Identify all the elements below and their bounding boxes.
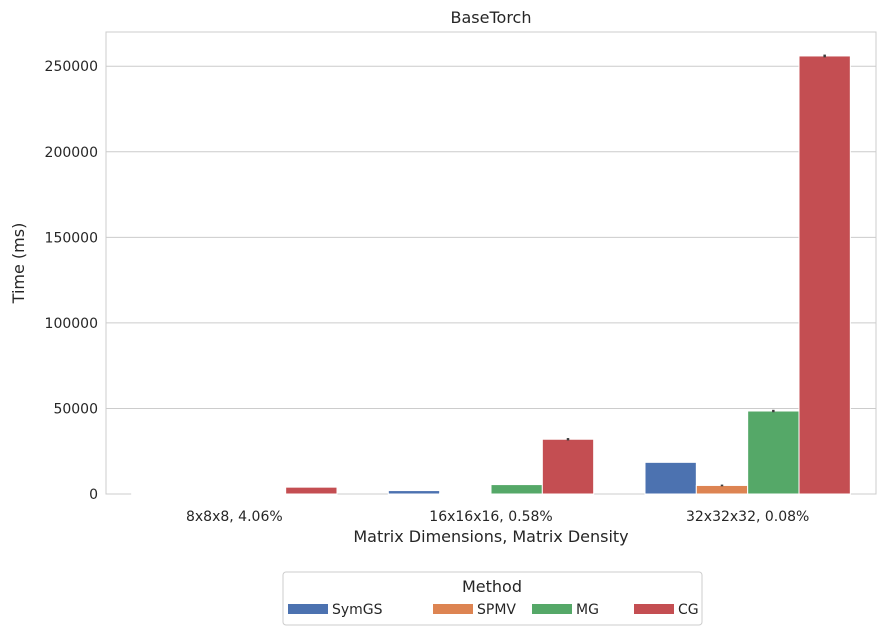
bar-symgs-1: [387, 490, 441, 495]
bar-spmv-1: [439, 492, 492, 495]
legend-swatch-spmv: [433, 604, 473, 614]
y-tick-label-200000: 200000: [45, 145, 98, 161]
y-tick-label-250000: 250000: [45, 59, 98, 75]
legend-label-cg: CG: [678, 602, 699, 618]
bar-mg-2: [747, 410, 800, 495]
bar-spmv-2: [695, 484, 749, 495]
bar-symgs-2: [644, 461, 697, 495]
bar-cg-1: [541, 438, 595, 495]
legend-label-spmv: SPMV: [477, 602, 516, 618]
x-axis-label: Matrix Dimensions, Matrix Density: [353, 527, 628, 546]
x-axis-ticks: 8x8x8, 4.06% 16x16x16, 0.58% 32x32x32, 0.0…: [186, 509, 809, 525]
legend-items: SymGS SPMV MG CG: [288, 602, 699, 618]
bar-cg-0: [285, 486, 338, 495]
legend-swatch-mg: [532, 604, 572, 614]
legend-label-mg: MG: [576, 602, 599, 618]
x-tick-label-2: 32x32x32, 0.08%: [686, 509, 809, 525]
y-tick-label-150000: 150000: [45, 230, 98, 246]
bars: [131, 54, 851, 495]
y-tick-label-50000: 50000: [53, 401, 98, 417]
y-tick-label-100000: 100000: [45, 316, 98, 332]
y-axis-ticks: 0 50000 100000 150000 200000 250000: [45, 59, 98, 503]
x-tick-label-1: 16x16x16, 0.58%: [429, 509, 552, 525]
y-tick-label-0: 0: [89, 487, 98, 503]
legend: Method SymGS SPMV MG CG: [282, 571, 703, 626]
legend-swatch-cg: [634, 604, 674, 614]
legend-title: Method: [462, 577, 522, 596]
legend-box: [282, 571, 703, 626]
x-tick-label-0: 8x8x8, 4.06%: [186, 509, 283, 525]
bar-mg-0: [233, 492, 287, 495]
y-axis-label: Time (ms): [9, 223, 28, 305]
bar-symgs-0: [131, 492, 184, 495]
chart-title: BaseTorch: [451, 8, 532, 27]
bar-mg-1: [490, 484, 543, 495]
legend-label-symgs: SymGS: [332, 602, 383, 618]
bar-cg-2: [798, 55, 851, 495]
legend-swatch-symgs: [288, 604, 328, 614]
